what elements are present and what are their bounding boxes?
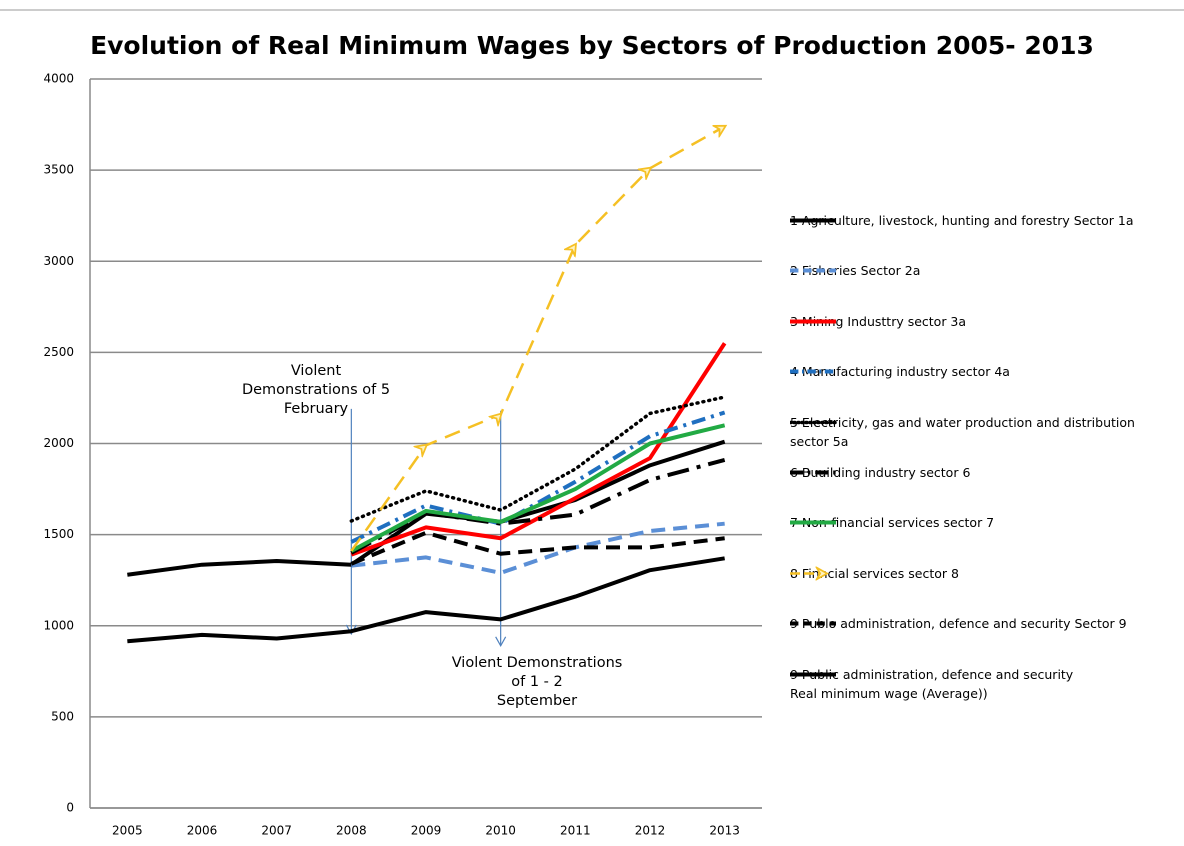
legend-swatch — [790, 621, 836, 626]
y-tick-label: 3500 — [43, 163, 74, 177]
annotation-text: Demonstrations of 5 — [242, 382, 390, 398]
annotation-arrowhead — [345, 624, 357, 636]
annotation-arrowhead — [495, 636, 507, 648]
annotation-text: Violent Demonstrations — [452, 655, 623, 671]
x-tick-label: 2007 — [261, 824, 292, 838]
legend-item: 8 Finncial services sector 8 — [790, 564, 1184, 583]
legend-label: 4 Manufacturing industry sector 4a — [790, 364, 1010, 380]
legend-item: 3 Mining Industtry sector 3a — [790, 312, 1184, 331]
legend-item: 5 Electricity, gas and water production … — [790, 413, 1184, 451]
y-tick-label: 2500 — [43, 345, 74, 359]
legend-item: 4 Manufacturing industry sector 4a — [790, 362, 1184, 381]
legend-item: 6 Buuilding industry sector 6 — [790, 463, 1184, 482]
series-line — [127, 439, 726, 577]
legend-label: 9 Public administration, defence and sec… — [790, 666, 1074, 701]
series-line — [351, 521, 725, 575]
x-tick-label: 2011 — [560, 824, 591, 838]
legend-swatch — [790, 520, 836, 525]
x-tick-label: 2005 — [112, 824, 143, 838]
y-tick-label: 3000 — [43, 254, 74, 268]
annotation-text: September — [497, 693, 577, 709]
x-tick-label: 2010 — [485, 824, 516, 838]
x-tick-label: 2013 — [709, 824, 740, 838]
chart-title: Evolution of Real Minimum Wages by Secto… — [90, 31, 1094, 60]
legend-label: 1 Agriculture, livestock, hunting and fo… — [790, 213, 1134, 228]
legend-item: 9 Public administration, defence and sec… — [790, 665, 1184, 703]
x-tick-label: 2008 — [336, 824, 367, 838]
legend-swatch — [790, 672, 836, 677]
legend-swatch — [790, 268, 836, 273]
x-tick-label: 2012 — [635, 824, 666, 838]
annotation-text: of 1 - 2 — [511, 674, 563, 690]
legend-item: 2 Fisheries Sector 2a — [790, 261, 1184, 280]
series-line — [350, 126, 724, 552]
legend-label: 7 Non-financial services sector 7 — [790, 515, 995, 531]
y-tick-label: 500 — [51, 709, 74, 723]
legend-item: 7 Non-financial services sector 7 — [790, 513, 1184, 532]
legend-label: 2 Fisheries Sector 2a — [790, 263, 921, 279]
legend-swatch — [790, 420, 838, 424]
legend-item: 9 Publo administration, defence and secu… — [790, 614, 1184, 633]
legend-swatch — [790, 319, 836, 324]
y-tick-label: 4000 — [43, 72, 74, 86]
x-tick-label: 2009 — [411, 824, 442, 838]
legend-label: 9 Publo administration, defence and secu… — [790, 616, 1127, 632]
annotation-text: Violent — [291, 363, 342, 379]
y-tick-label: 1000 — [43, 618, 74, 632]
annotation-text: February — [284, 401, 349, 417]
y-tick-label: 0 — [66, 801, 74, 815]
series-line — [350, 530, 725, 566]
legend-label: 6 Buuilding industry sector 6 — [790, 465, 971, 480]
legend-item: 1 Agriculture, livestock, hunting and fo… — [790, 211, 1184, 230]
series-line — [350, 410, 726, 544]
y-tick-label: 1500 — [43, 527, 74, 541]
legend-swatch — [790, 564, 838, 583]
legend-swatch — [790, 470, 836, 475]
y-tick-label: 2000 — [43, 436, 74, 450]
legend-label: 5 Electricity, gas and water production … — [790, 414, 1135, 449]
x-tick-label: 2006 — [187, 824, 218, 838]
legend-label: 3 Mining Industtry sector 3a — [790, 313, 967, 329]
legend-label: 8 Finncial services sector 8 — [790, 565, 959, 581]
legend-swatch — [790, 369, 836, 374]
series-line — [127, 556, 725, 644]
legend-swatch — [790, 218, 836, 223]
